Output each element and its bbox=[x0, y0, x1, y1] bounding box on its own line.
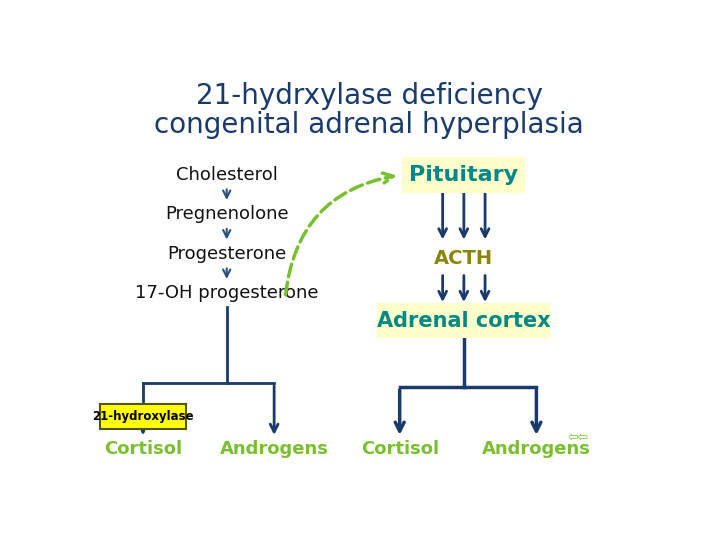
Text: Cortisol: Cortisol bbox=[361, 441, 438, 458]
FancyBboxPatch shape bbox=[402, 157, 526, 193]
Text: 21-hydrxylase deficiency: 21-hydrxylase deficiency bbox=[196, 82, 542, 110]
Text: Cholesterol: Cholesterol bbox=[176, 166, 278, 184]
FancyArrowPatch shape bbox=[286, 173, 393, 295]
Text: Androgens: Androgens bbox=[220, 441, 328, 458]
Text: Cortisol: Cortisol bbox=[104, 441, 182, 458]
Text: congenital adrenal hyperplasia: congenital adrenal hyperplasia bbox=[154, 111, 584, 139]
Text: Androgens: Androgens bbox=[482, 441, 591, 458]
Text: Progesterone: Progesterone bbox=[167, 245, 287, 263]
Text: Pregnenolone: Pregnenolone bbox=[165, 206, 289, 224]
Text: ACTH: ACTH bbox=[434, 248, 493, 268]
Text: ⇦⇦: ⇦⇦ bbox=[568, 430, 589, 443]
Text: 21-hydroxylase: 21-hydroxylase bbox=[92, 410, 194, 423]
Text: Pituitary: Pituitary bbox=[409, 165, 518, 185]
Text: Adrenal cortex: Adrenal cortex bbox=[377, 310, 551, 330]
Text: 17-OH progesterone: 17-OH progesterone bbox=[135, 285, 318, 302]
FancyBboxPatch shape bbox=[100, 404, 186, 429]
FancyBboxPatch shape bbox=[377, 303, 550, 338]
